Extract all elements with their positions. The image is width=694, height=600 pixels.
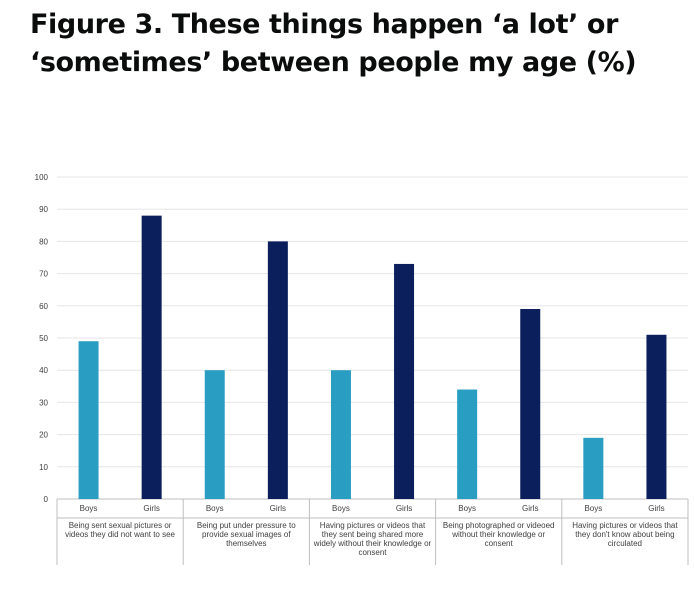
category-label: Having pictures or videos that they don't… — [572, 521, 678, 548]
category-label: Having pictures or videos that they sent … — [313, 521, 432, 557]
y-tick-label: 60 — [39, 302, 48, 311]
bar-girls — [141, 215, 162, 499]
bar-sublabel: Girls — [270, 504, 286, 513]
y-tick-label: 0 — [44, 495, 49, 504]
bar-boys — [330, 370, 351, 499]
bar-boys — [457, 389, 478, 499]
y-tick-label: 10 — [39, 463, 48, 472]
bar-boys — [204, 370, 225, 499]
bar-sublabel: Girls — [143, 504, 159, 513]
y-tick-label: 100 — [35, 173, 49, 182]
bar-boys — [583, 437, 604, 499]
category-label: Being put under pressure to provide sexua… — [197, 521, 296, 548]
y-tick-label: 50 — [39, 334, 48, 343]
bar-girls — [646, 334, 667, 499]
y-tick-label: 20 — [39, 431, 48, 440]
bar-sublabel: Boys — [206, 504, 224, 513]
category-label: Being photographed or videoed without the… — [443, 521, 555, 548]
bar-sublabel: Girls — [648, 504, 664, 513]
bar-sublabel: Boys — [332, 504, 350, 513]
y-tick-label: 80 — [39, 237, 48, 246]
bar-sublabel: Boys — [458, 504, 476, 513]
bar-girls — [394, 263, 415, 499]
bar-sublabel: Girls — [522, 504, 538, 513]
y-tick-label: 30 — [39, 398, 48, 407]
bar-girls — [520, 309, 541, 499]
y-tick-label: 90 — [39, 205, 48, 214]
bar-sublabel: Boys — [80, 504, 98, 513]
page-title: Figure 3. These things happen ‘a lot’ or… — [30, 9, 637, 78]
bar-sublabel: Girls — [396, 504, 412, 513]
bar-boys — [78, 341, 99, 499]
category-label: Being sent sexual pictures or videos they… — [65, 521, 175, 539]
y-tick-label: 40 — [39, 366, 48, 375]
bar-sublabel: Boys — [584, 504, 602, 513]
y-tick-label: 70 — [39, 270, 48, 279]
bar-girls — [267, 241, 288, 499]
